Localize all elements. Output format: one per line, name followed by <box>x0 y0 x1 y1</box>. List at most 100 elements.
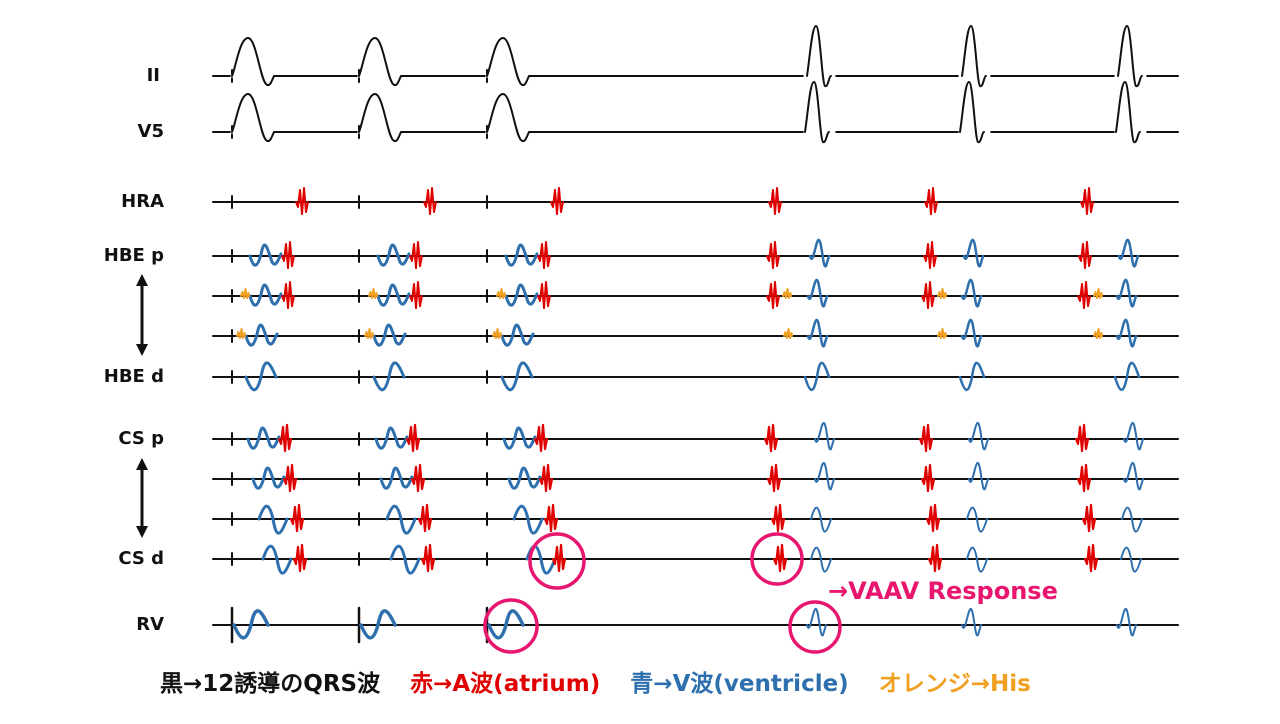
legend-black-qrs: 黒→12誘導のQRS波 <box>160 671 381 697</box>
hbe-v-wave <box>244 323 279 347</box>
hbe-v-wave <box>806 278 829 308</box>
cs-v-wave <box>968 461 989 491</box>
lead-label-cs-distal: CS d <box>118 548 164 569</box>
lead-label-hra: HRA <box>121 191 164 212</box>
cs-a-wave <box>1074 423 1090 453</box>
hbe-v-wave <box>962 238 985 268</box>
hbe-a-wave <box>923 241 937 269</box>
hbe-a-wave <box>766 281 780 309</box>
cs-v-wave <box>966 506 988 533</box>
cs-v-wave <box>507 466 542 490</box>
sinus-qrs-complex <box>1115 81 1141 144</box>
hbe-a-wave <box>1077 281 1091 309</box>
cs-a-wave <box>533 423 549 453</box>
cs-a-wave <box>925 503 941 533</box>
hbe-v-wave <box>960 318 983 348</box>
hbe-a-wave <box>766 241 780 269</box>
rv-v-wave <box>806 607 827 637</box>
lead-label-hbe-proximal: HBE p <box>103 245 164 266</box>
hra-a-wave <box>423 187 437 215</box>
cs-v-wave <box>251 466 286 490</box>
his-potential <box>492 328 502 339</box>
hbe-v-wave <box>806 318 829 348</box>
hbe-v-wave <box>808 238 831 268</box>
hbe-v-wave <box>372 361 406 392</box>
hbe-a-wave <box>409 281 423 309</box>
cs-v-wave <box>389 544 421 575</box>
legend-orange-his: オレンジ→His <box>878 671 1031 697</box>
cs-a-wave <box>417 503 433 533</box>
cs-v-wave <box>814 461 835 491</box>
cs-v-wave <box>379 466 414 490</box>
lead-label-cs-proximal: CS p <box>118 428 164 449</box>
cs-v-wave <box>810 546 832 573</box>
lead-label-hbe-distal: HBE d <box>103 366 164 387</box>
lead-label-rv: RV <box>136 614 164 635</box>
cs-v-wave <box>1123 461 1144 491</box>
his-potential <box>240 288 250 299</box>
cs-a-wave <box>405 423 421 453</box>
hbe-a-wave <box>537 281 551 309</box>
hbe-v-wave <box>958 361 986 392</box>
lead-label-v5: V5 <box>137 121 164 142</box>
hbe-a-wave <box>537 241 551 269</box>
cs-v-wave <box>814 421 835 451</box>
rv-v-wave <box>1116 607 1137 637</box>
his-potential <box>782 288 792 299</box>
cs-v-wave <box>385 504 417 535</box>
cs-a-wave <box>766 463 782 493</box>
paced-qrs-complex <box>486 37 530 86</box>
cs-v-wave <box>512 504 544 535</box>
cs-a-wave <box>410 463 426 493</box>
hbe-a-wave <box>921 281 935 309</box>
cs-v-wave <box>968 421 989 451</box>
hbe-v-wave <box>1113 361 1141 392</box>
cs-v-wave <box>810 506 832 533</box>
hbe-a-wave <box>409 241 423 269</box>
cs-a-wave <box>543 503 559 533</box>
his-potential <box>937 288 947 299</box>
cs-a-wave <box>918 423 934 453</box>
highlight-circle <box>750 532 804 586</box>
his-potential <box>364 328 374 339</box>
legend-blue-ventricular: 青→V波(ventricle) <box>630 671 849 697</box>
hbe-v-wave <box>1115 318 1138 348</box>
rv-paced-v-wave <box>487 609 525 640</box>
paced-qrs-complex <box>358 37 402 86</box>
cs-v-wave <box>966 546 988 573</box>
hbe-direction-arrow-head-down <box>136 344 148 356</box>
cs-a-wave <box>292 543 308 573</box>
cs-v-wave <box>1123 421 1144 451</box>
hbe-a-wave <box>1078 241 1092 269</box>
cs-v-wave <box>257 504 289 535</box>
cs-v-wave <box>261 544 293 575</box>
his-potential <box>496 288 506 299</box>
highlight-circle <box>528 532 586 590</box>
hra-a-wave <box>924 187 938 215</box>
rv-paced-v-wave <box>232 609 270 640</box>
cs-a-wave <box>282 463 298 493</box>
hbe-v-wave <box>376 243 411 267</box>
lead-label-ii: II <box>146 65 160 86</box>
hra-a-wave <box>550 187 564 215</box>
cs-a-wave <box>1081 503 1097 533</box>
paced-qrs-complex <box>486 93 530 142</box>
hbe-a-wave <box>281 281 295 309</box>
cs-v-wave <box>246 426 281 450</box>
cs-a-wave <box>763 423 779 453</box>
his-potential <box>1093 288 1103 299</box>
hbe-v-wave <box>504 283 539 307</box>
sinus-qrs-complex <box>961 25 987 88</box>
his-potential <box>1093 328 1103 339</box>
cs-a-wave <box>551 543 567 573</box>
hra-a-wave <box>768 187 782 215</box>
legend-red-atrial: 赤→A波(atrium) <box>410 671 601 697</box>
cs-direction-arrow-head-up <box>136 458 148 470</box>
cs-direction-arrow-head-down <box>136 526 148 538</box>
hbe-v-wave <box>1115 278 1138 308</box>
hbe-v-wave <box>960 278 983 308</box>
hbe-v-wave <box>248 283 283 307</box>
hbe-a-wave <box>281 241 295 269</box>
